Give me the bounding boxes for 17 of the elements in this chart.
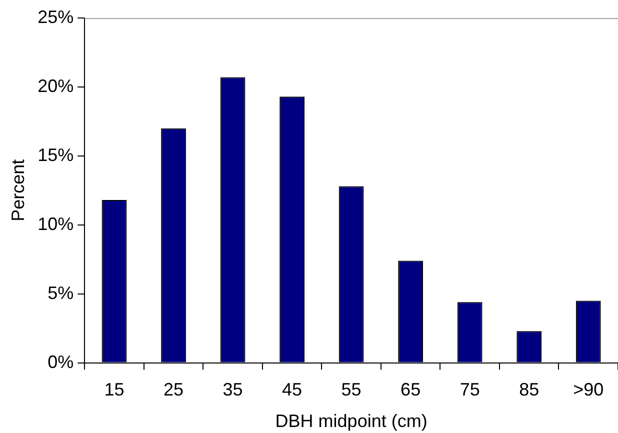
y-tick-label: 0% [48, 352, 74, 372]
x-tick-label: 75 [460, 380, 480, 400]
x-tick-label: 15 [104, 380, 124, 400]
y-axis-title: Percent [8, 159, 28, 222]
x-axis-title: DBH midpoint (cm) [275, 411, 428, 432]
x-tick-label: 85 [519, 380, 540, 400]
x-tick-label: 35 [222, 380, 243, 400]
y-tick-label: 5% [48, 282, 74, 303]
y-tick-label: 25% [38, 6, 74, 27]
y-tick-label: 10% [38, 214, 74, 234]
x-tick-label: 25 [164, 380, 184, 400]
x-tick-label: 65 [400, 380, 421, 400]
y-tick-label: 15% [38, 144, 74, 165]
x-tick-label: 55 [341, 380, 362, 400]
y-tick-label: 20% [38, 76, 74, 96]
x-tick-label: >90 [573, 380, 604, 400]
x-tick-label: 45 [282, 380, 302, 400]
